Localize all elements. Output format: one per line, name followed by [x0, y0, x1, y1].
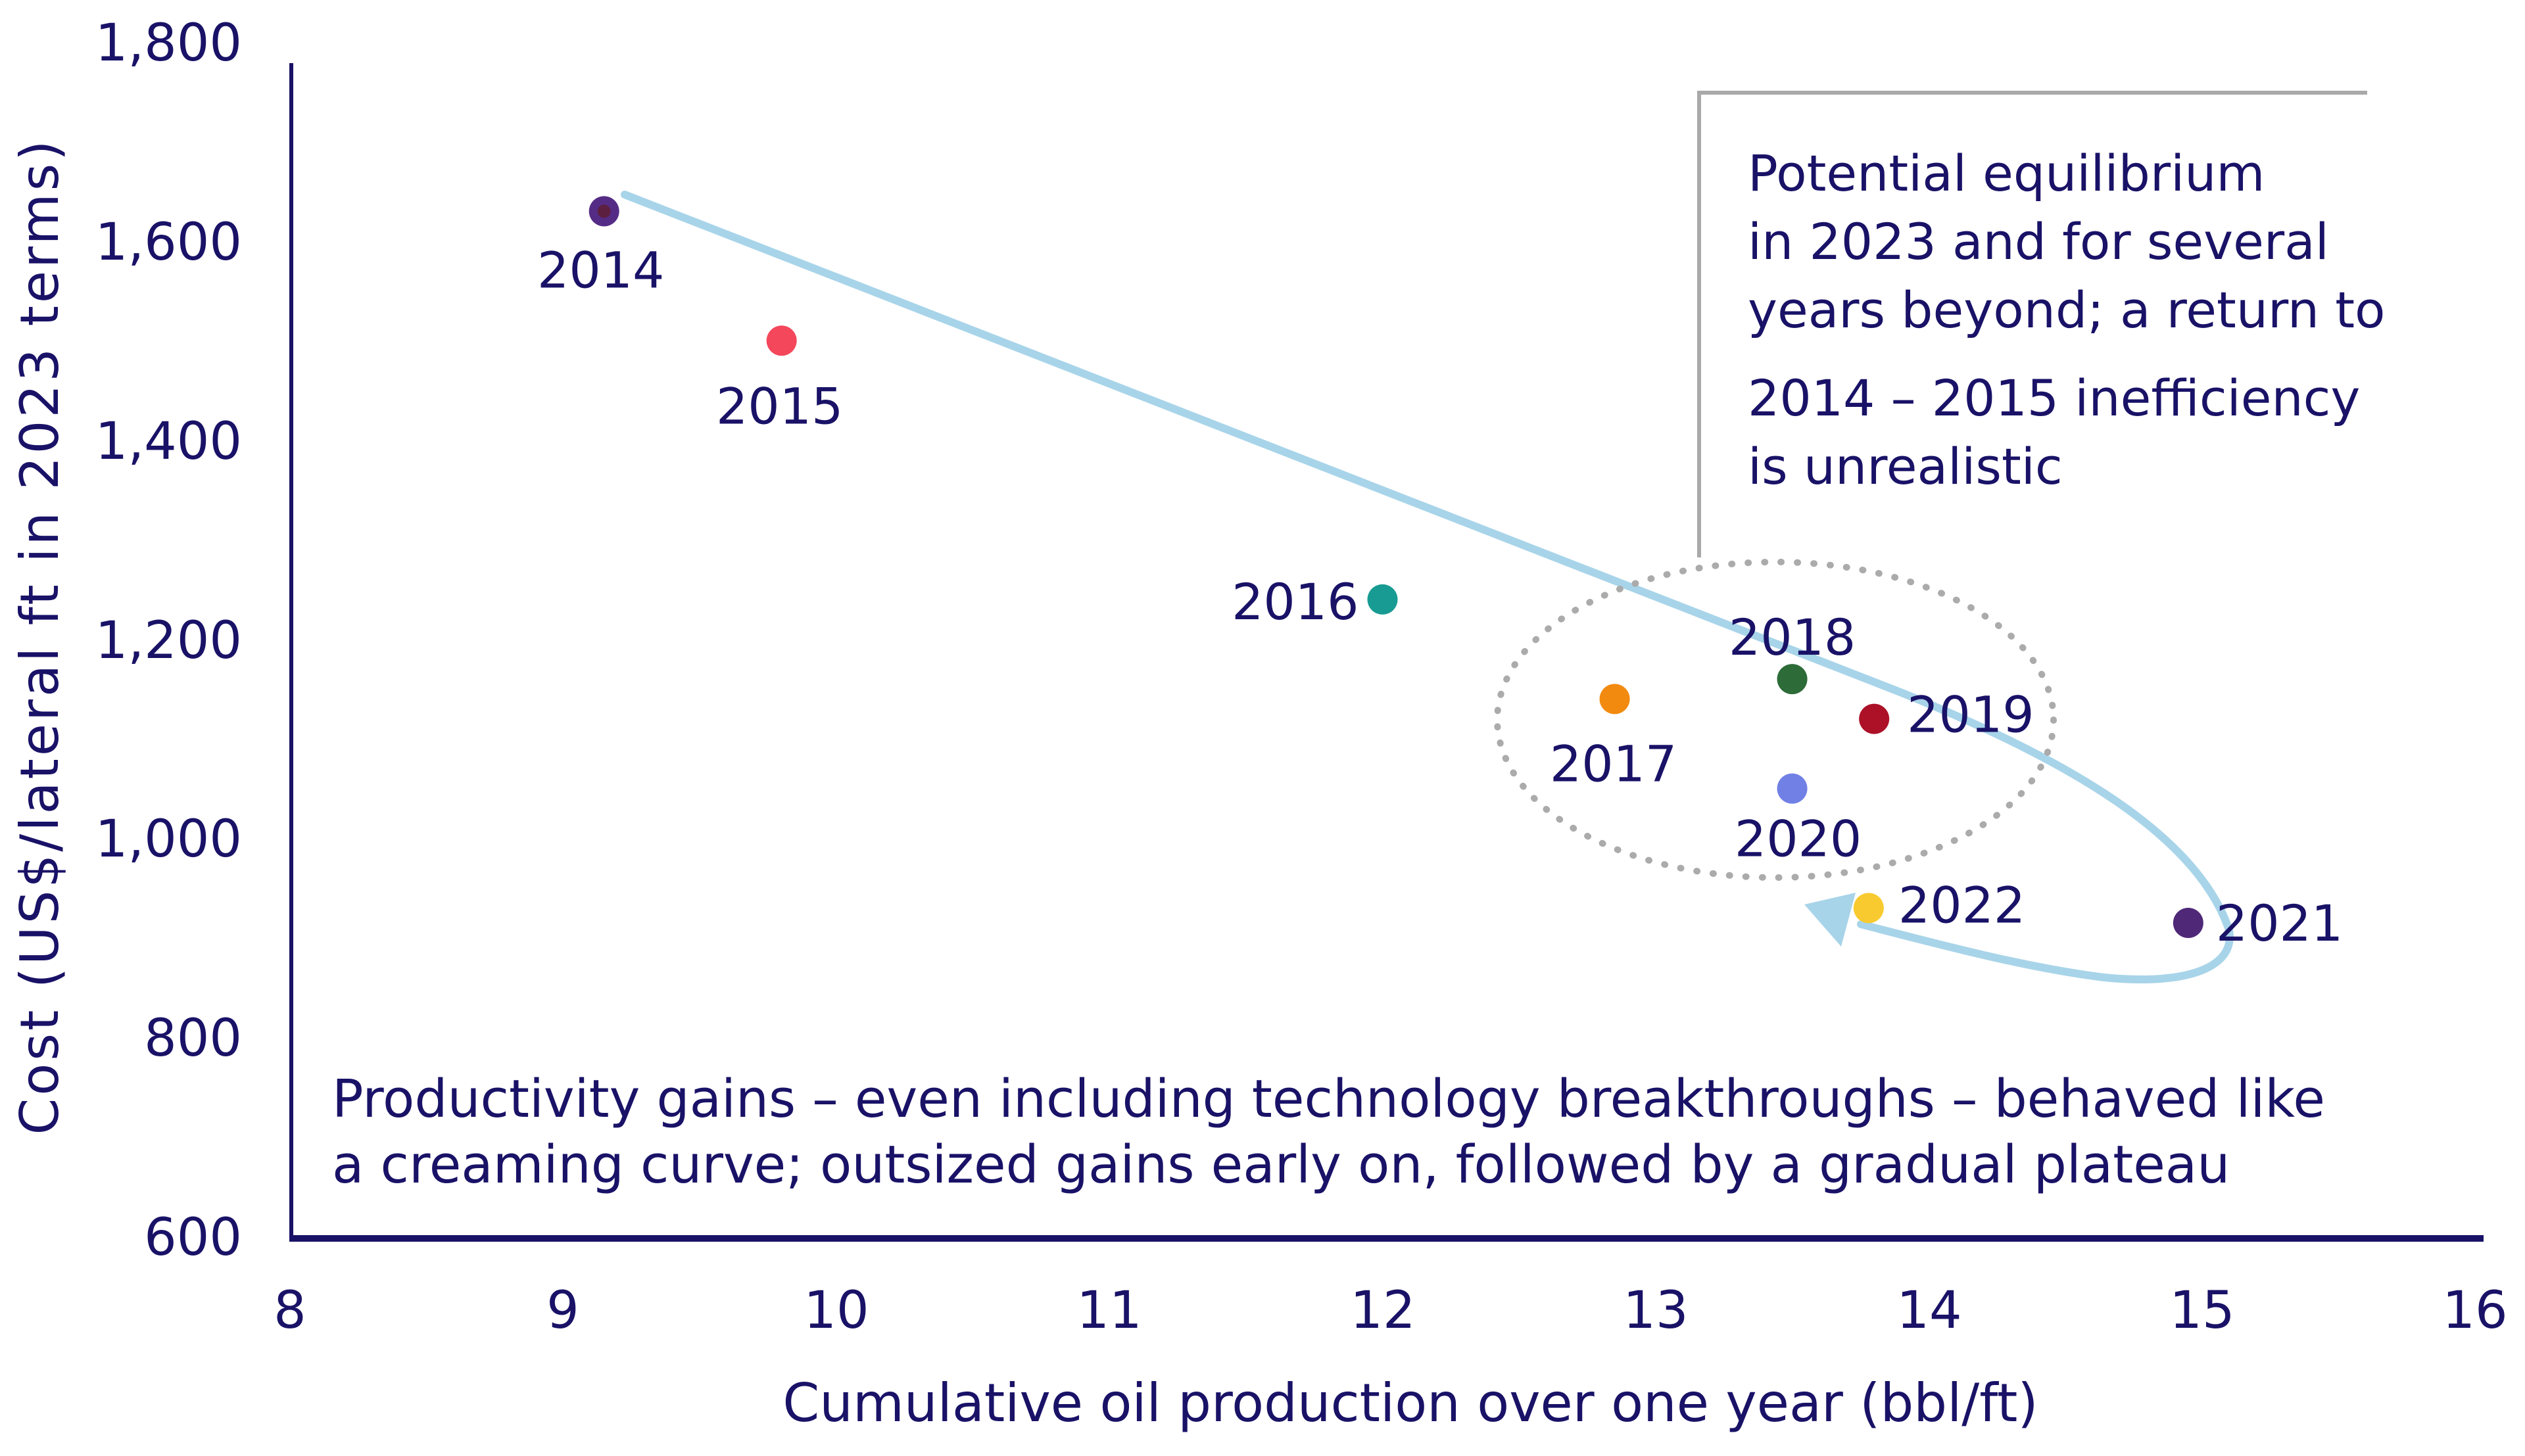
- x-tick: 15: [2169, 1281, 2234, 1340]
- trend-curve: [621, 191, 2234, 983]
- curve-arrowhead-icon: [1804, 893, 1856, 947]
- year-label-2020: 2020: [1735, 810, 1862, 868]
- year-label-2021: 2021: [2216, 894, 2343, 952]
- data-point-2015: [766, 325, 797, 356]
- data-point-2017: [1599, 684, 1630, 715]
- y-tick: 800: [144, 1009, 242, 1068]
- year-label-2022: 2022: [1898, 876, 2025, 934]
- annotation-line: Potential equilibrium: [1748, 144, 2265, 202]
- bottom-note: Productivity gains – even including tech…: [332, 1066, 2325, 1198]
- data-point-2016: [1367, 584, 1398, 615]
- x-tick: 13: [1623, 1281, 1688, 1340]
- year-label-2015: 2015: [716, 377, 843, 435]
- y-tick-labels: 1,800 1,600 1,400 1,200 1,000 800 600: [95, 14, 242, 1267]
- data-point-2021: [2173, 908, 2203, 939]
- data-points: 2014 2015 2016 2017 2018 2019 2020 2021 2022: [537, 196, 2343, 952]
- y-tick: 1,400: [95, 412, 242, 471]
- annotation-line: is unrealistic: [1748, 437, 2063, 496]
- data-point-inner-2014: [597, 204, 611, 218]
- cluster-ellipse: [1494, 559, 2057, 881]
- x-tick: 10: [804, 1281, 869, 1340]
- note-line: a creaming curve; outsized gains early o…: [332, 1135, 2230, 1195]
- x-tick: 11: [1076, 1281, 1142, 1340]
- x-tick: 9: [546, 1281, 579, 1340]
- x-tick: 12: [1350, 1281, 1415, 1340]
- y-tick: 600: [144, 1208, 242, 1267]
- data-point-2022: [1853, 893, 1884, 924]
- callout-border: [1697, 91, 2367, 557]
- year-label-2018: 2018: [1729, 608, 1856, 667]
- x-tick: 14: [1896, 1281, 1961, 1340]
- y-tick: 1,600: [95, 213, 242, 272]
- y-tick: 1,800: [95, 14, 242, 73]
- y-tick: 1,200: [95, 611, 242, 670]
- x-tick: 16: [2442, 1281, 2507, 1340]
- data-point-2020: [1777, 773, 1808, 804]
- x-tick-labels: 8 9 10 11 12 13 14 15 16: [274, 1281, 2507, 1340]
- data-point-2019: [1859, 703, 1890, 734]
- annotation-line: in 2023 and for several: [1748, 212, 2329, 271]
- y-axis-title: Cost (US$/lateral ft in 2023 terms): [9, 138, 70, 1135]
- x-axis-title: Cumulative oil production over one year …: [782, 1373, 2038, 1434]
- annotation-line: years beyond; a return to: [1748, 281, 2386, 339]
- year-label-2017: 2017: [1550, 734, 1677, 793]
- year-label-2016: 2016: [1232, 573, 1359, 631]
- note-line: Productivity gains – even including tech…: [332, 1069, 2325, 1129]
- x-tick: 8: [274, 1281, 306, 1340]
- annotation-line: 2014 – 2015 inefficiency: [1748, 369, 2361, 427]
- year-label-2014: 2014: [537, 241, 664, 299]
- annotation-callout: Potential equilibrium in 2023 and for se…: [1748, 139, 2386, 501]
- y-tick: 1,000: [95, 810, 242, 869]
- year-label-2019: 2019: [1907, 686, 2034, 744]
- data-point-2018: [1777, 664, 1808, 695]
